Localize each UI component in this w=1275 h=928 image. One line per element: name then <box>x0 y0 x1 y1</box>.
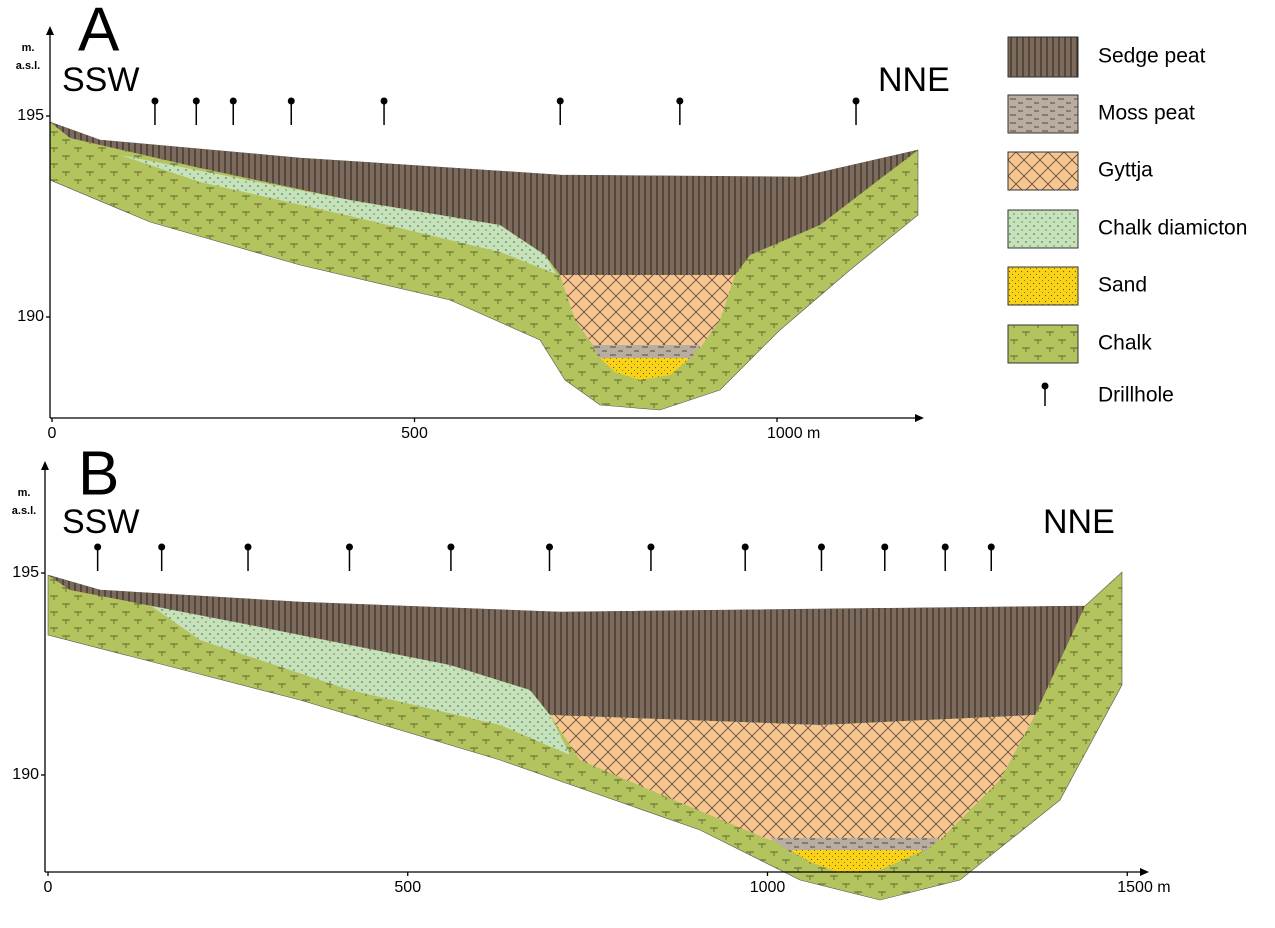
x-tick-label: 1500 m <box>1117 879 1170 896</box>
axis-arrow <box>1140 868 1149 876</box>
chalk-layer <box>50 122 918 410</box>
x-tick-label: 1000 m <box>767 425 820 442</box>
y-tick-label: 190 <box>17 308 44 325</box>
y-axis-label: a.s.l. <box>16 60 40 72</box>
drillhole-head <box>557 98 564 105</box>
legend-label: Drillhole <box>1098 384 1174 407</box>
axis-arrow <box>915 414 924 422</box>
legend-swatch <box>1008 152 1078 190</box>
legend-swatch <box>1008 37 1078 77</box>
drillhole-head <box>881 544 888 551</box>
axis-arrow <box>46 26 54 35</box>
legend: Sedge peat Moss peat Gyttja Chalk diamic… <box>1008 37 1247 407</box>
drillhole-head <box>94 544 101 551</box>
drillhole-head <box>676 98 683 105</box>
x-tick-label: 0 <box>44 879 53 896</box>
figure: Sedge peat Moss peat Gyttja Chalk diamic… <box>0 0 1275 928</box>
x-tick-label: 500 <box>394 879 421 896</box>
axis-arrow <box>41 461 49 470</box>
drillhole-head <box>988 544 995 551</box>
panel-label: B <box>78 439 119 508</box>
legend-swatch <box>1008 210 1078 248</box>
legend-label: Sand <box>1098 274 1147 297</box>
x-tick-label: 500 <box>401 425 428 442</box>
direction-label: SSW <box>62 61 139 99</box>
direction-label: SSW <box>62 503 139 541</box>
moss-peat-layer <box>770 838 940 852</box>
legend-label: Sedge peat <box>1098 45 1206 68</box>
drillhole-head <box>193 98 200 105</box>
y-axis-label: m. <box>18 487 31 499</box>
drillhole-head <box>158 544 165 551</box>
y-tick-label: 195 <box>12 564 39 581</box>
moss-peat-layer <box>592 345 700 360</box>
drillhole-head <box>853 98 860 105</box>
legend-swatch <box>1008 325 1078 363</box>
y-tick-label: 195 <box>17 107 44 124</box>
legend-label: Chalk <box>1098 332 1152 355</box>
legend-swatch <box>1008 95 1078 133</box>
y-axis-label: m. <box>22 42 35 54</box>
drillhole-head <box>230 98 237 105</box>
drillhole-head <box>346 544 353 551</box>
legend-label: Gyttja <box>1098 159 1153 182</box>
legend-swatch <box>1008 267 1078 305</box>
y-tick-label: 190 <box>12 766 39 783</box>
x-tick-label: 0 <box>48 425 57 442</box>
drillhole-head <box>818 544 825 551</box>
drillhole-head <box>151 98 158 105</box>
x-tick-label: 1000 <box>750 879 786 896</box>
direction-label: NNE <box>1043 503 1115 541</box>
drillhole-head <box>942 544 949 551</box>
drillhole-head <box>447 544 454 551</box>
legend-drillhole-icon <box>1042 383 1049 390</box>
legend-label: Moss peat <box>1098 102 1195 125</box>
drillhole-head <box>288 98 295 105</box>
legend-label: Chalk diamicton <box>1098 217 1247 240</box>
drillhole-head <box>546 544 553 551</box>
drillhole-head <box>647 544 654 551</box>
drillhole-head <box>742 544 749 551</box>
panel-label: A <box>78 0 120 64</box>
direction-label: NNE <box>878 61 950 99</box>
y-axis-label: a.s.l. <box>12 505 36 517</box>
drillhole-head <box>381 98 388 105</box>
drillhole-head <box>245 544 252 551</box>
section-b <box>48 572 1122 900</box>
section-a <box>50 122 918 410</box>
